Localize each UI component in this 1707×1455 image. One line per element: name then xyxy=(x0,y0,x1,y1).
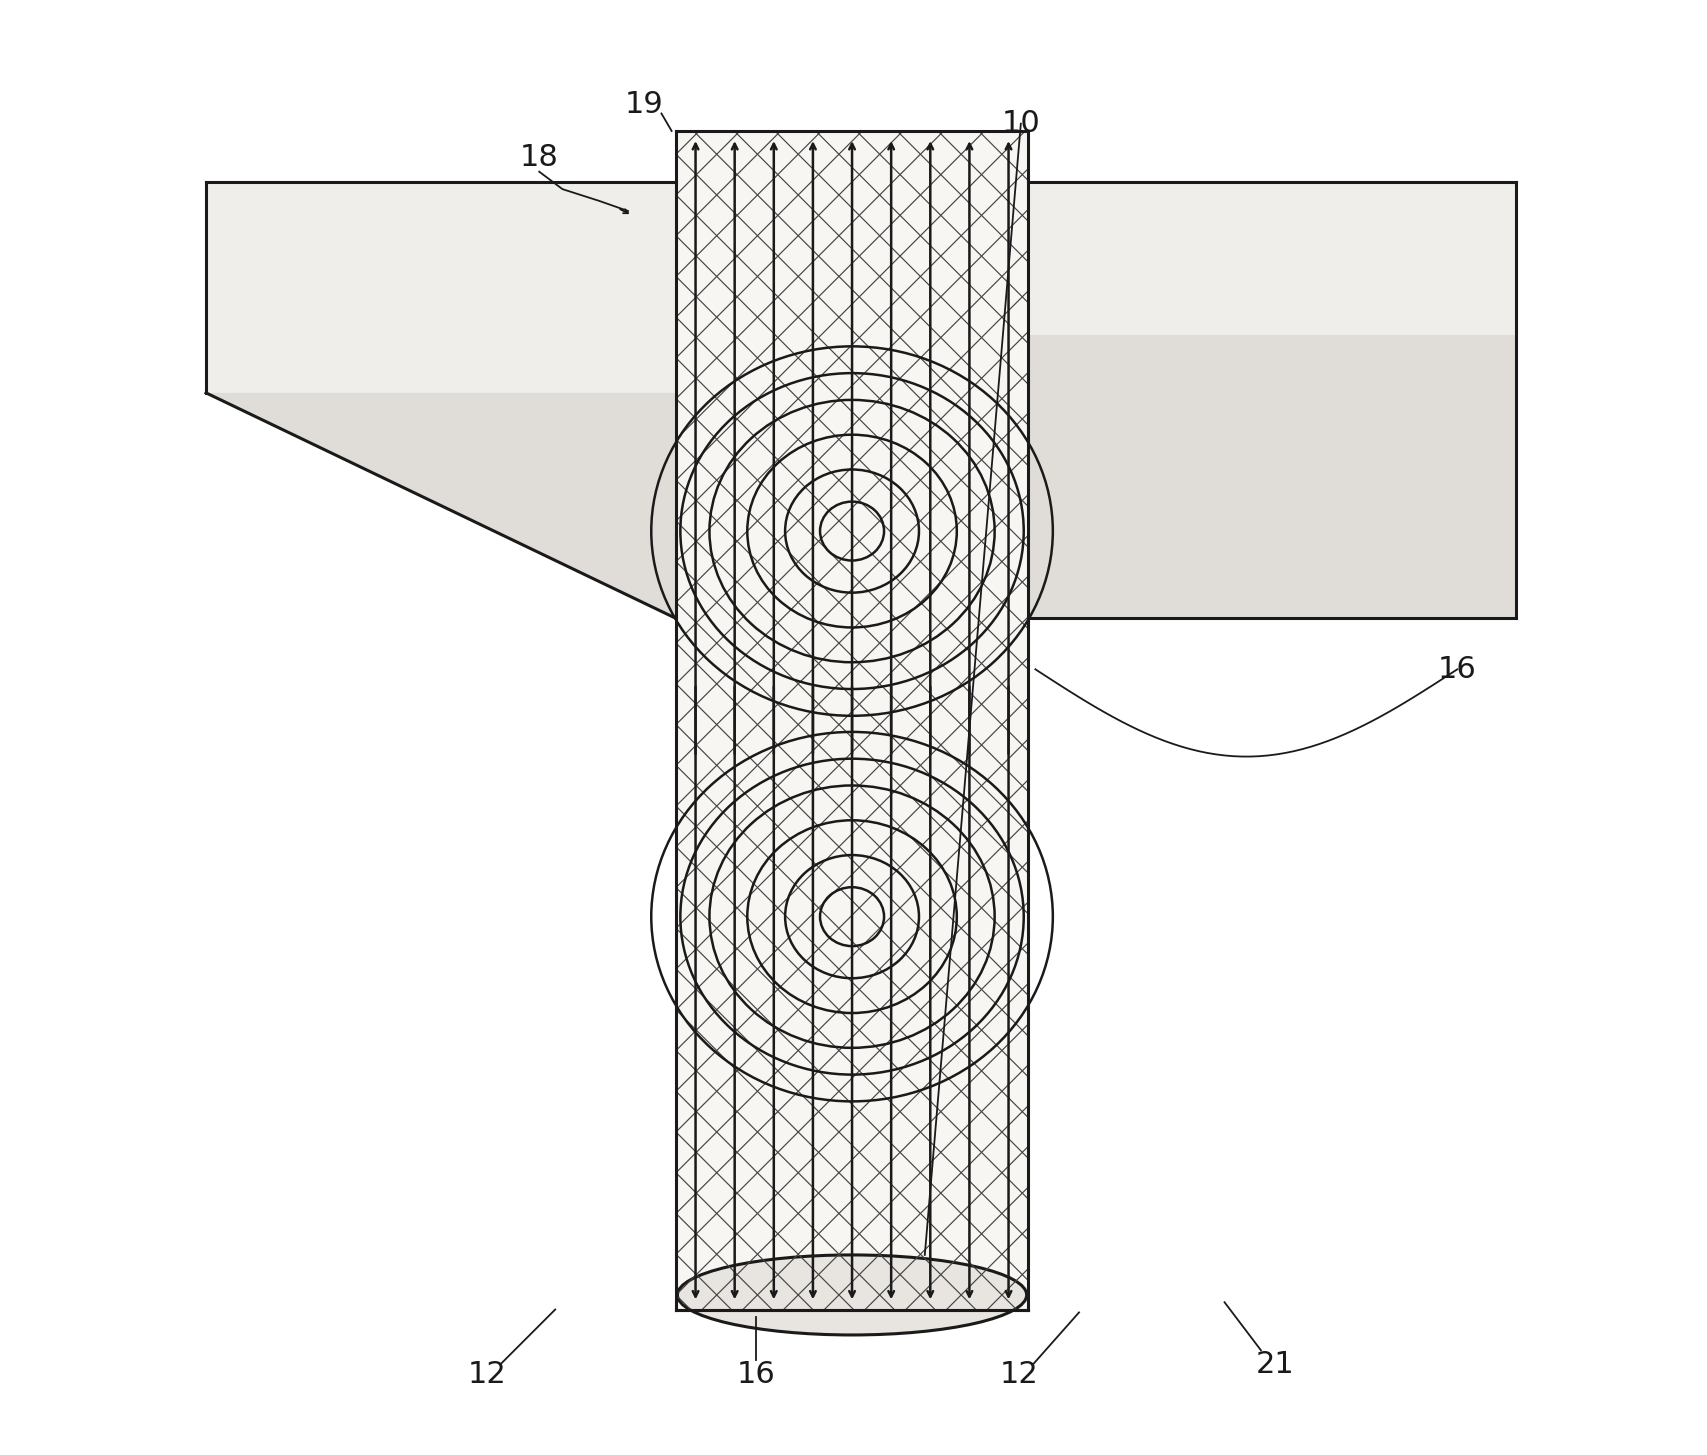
Polygon shape xyxy=(1028,335,1516,618)
Text: 18: 18 xyxy=(521,143,558,172)
Polygon shape xyxy=(207,182,676,393)
Polygon shape xyxy=(676,131,1028,1310)
Text: 16: 16 xyxy=(737,1360,775,1390)
Polygon shape xyxy=(1028,182,1516,335)
Text: 10: 10 xyxy=(1002,109,1040,138)
Text: 21: 21 xyxy=(1256,1350,1296,1379)
Text: 19: 19 xyxy=(625,90,664,119)
Text: 12: 12 xyxy=(1000,1360,1040,1390)
Text: 16: 16 xyxy=(1437,655,1477,684)
Polygon shape xyxy=(207,393,676,618)
Ellipse shape xyxy=(678,1254,1026,1336)
Text: 12: 12 xyxy=(468,1360,507,1390)
